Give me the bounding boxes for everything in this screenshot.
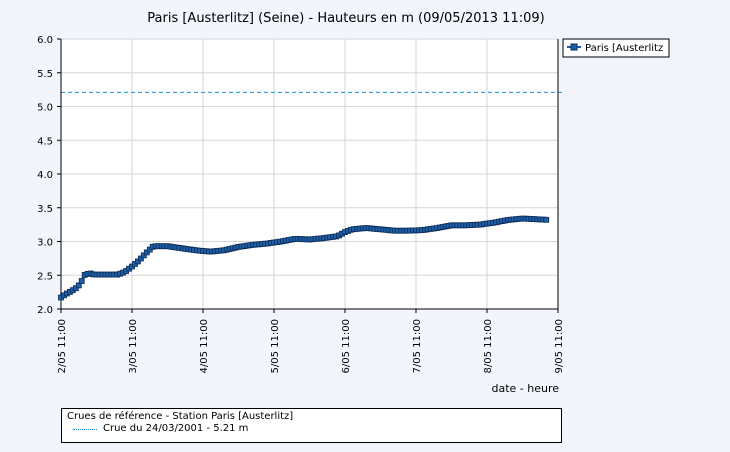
reference-floods-box: Crues de référence - Station Paris [Aust… <box>61 408 562 443</box>
chart-svg: Paris [Austerlitz] (Seine) - Hauteurs en… <box>37 11 670 395</box>
data-point <box>543 216 550 223</box>
reference-box-item-label: Crue du 24/03/2001 - 5.21 m <box>103 423 249 434</box>
x-tick-label: 5/05 11:00 <box>270 319 281 373</box>
x-axis-ticks: 2/05 11:00 3/05 11:00 4/05 11:00 5/05 11:00… <box>57 309 565 373</box>
x-tick-label: 6/05 11:00 <box>341 319 352 373</box>
x-tick-label: 7/05 11:00 <box>412 319 423 373</box>
y-tick-label: 3.0 <box>37 238 53 249</box>
chart-title: Paris [Austerlitz] (Seine) - Hauteurs en… <box>147 11 544 26</box>
x-tick-label: 2/05 11:00 <box>57 319 68 373</box>
series-group <box>58 215 550 301</box>
y-tick-label: 2.5 <box>37 271 53 282</box>
y-axis-ticks: 2.0 2.5 3.0 3.5 4.0 4.5 5.0 5.5 6.0 <box>37 35 61 316</box>
data-point <box>137 255 144 262</box>
x-tick-label: 3/05 11:00 <box>128 319 139 373</box>
x-axis-label: date - heure <box>491 382 559 395</box>
x-tick-label: 9/05 11:00 <box>554 319 565 373</box>
y-tick-label: 5.5 <box>37 69 53 80</box>
data-point <box>78 278 85 284</box>
legend: Paris [Austerlitz <box>562 38 670 58</box>
reference-box-title: Crues de référence - Station Paris [Aust… <box>67 411 294 422</box>
data-point <box>140 252 147 259</box>
y-tick-label: 4.0 <box>37 170 53 181</box>
dotted-line-icon <box>73 428 97 430</box>
legend-marker-icon <box>570 43 578 51</box>
y-tick-label: 4.5 <box>37 136 53 147</box>
legend-box <box>562 38 670 58</box>
x-tick-label: 8/05 11:00 <box>483 319 494 373</box>
x-tick-label: 4/05 11:00 <box>199 319 210 373</box>
y-tick-label: 2.0 <box>37 305 53 316</box>
legend-entry-label: Paris [Austerlitz <box>585 43 663 54</box>
reference-box-item: Crue du 24/03/2001 - 5.21 m <box>67 423 556 435</box>
y-tick-label: 3.5 <box>37 204 53 215</box>
y-tick-label: 5.0 <box>37 103 53 114</box>
y-tick-label: 6.0 <box>37 35 53 46</box>
